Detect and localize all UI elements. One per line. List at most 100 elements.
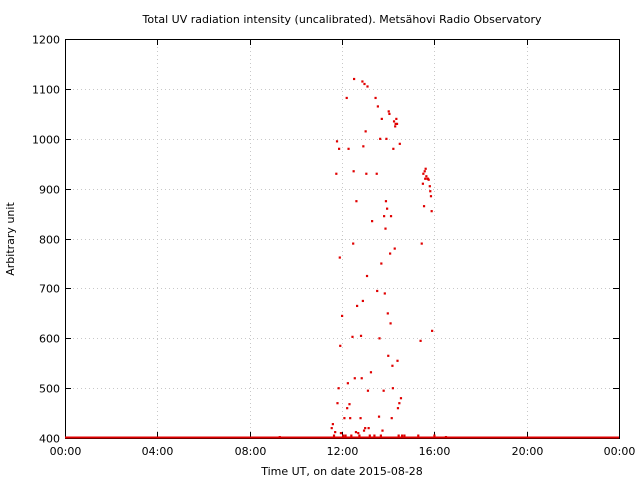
- data-point: [396, 407, 400, 410]
- data-point: [391, 387, 394, 390]
- data-point: [369, 371, 373, 374]
- x-tick-label: 04:00: [142, 445, 174, 458]
- data-point: [359, 334, 363, 337]
- data-point: [343, 417, 346, 420]
- data-point: [393, 247, 396, 250]
- data-point: [364, 130, 367, 133]
- data-point: [378, 337, 381, 340]
- y-tick-label: 1100: [32, 84, 60, 97]
- data-point: [389, 215, 393, 218]
- data-point: [337, 387, 340, 390]
- data-point: [359, 417, 362, 420]
- data-point: [423, 170, 426, 173]
- data-point: [379, 137, 382, 140]
- data-point: [391, 364, 394, 367]
- data-point: [421, 182, 424, 185]
- data-point: [428, 185, 431, 188]
- data-point: [384, 200, 388, 203]
- data-point: [429, 190, 432, 193]
- data-point: [363, 82, 366, 86]
- data-point: [360, 377, 363, 380]
- data-point: [344, 434, 347, 437]
- data-point: [366, 85, 369, 88]
- data-point: [382, 389, 385, 392]
- data-point: [389, 322, 392, 325]
- chart-title: Total UV radiation intensity (uncalibrat…: [142, 13, 542, 26]
- y-tick-label: 500: [39, 383, 60, 396]
- data-point: [362, 145, 365, 148]
- data-point: [397, 434, 400, 437]
- data-point: [364, 427, 367, 430]
- x-tick-label: 16:00: [419, 445, 451, 458]
- data-point: [354, 431, 358, 434]
- data-point: [342, 434, 345, 437]
- data-point: [331, 423, 334, 426]
- data-point: [395, 117, 398, 120]
- data-point: [335, 140, 339, 143]
- x-axis-tick-labels: 00:00 04:00 08:00 12:00 16:00 20:00 00:00: [50, 445, 636, 458]
- y-tick-label: 1200: [32, 34, 60, 47]
- data-point: [422, 172, 425, 175]
- data-point: [374, 96, 377, 100]
- data-point: [398, 142, 401, 145]
- data-point: [335, 172, 338, 175]
- data-point: [345, 96, 348, 100]
- data-point: [365, 172, 368, 175]
- axis-ticks: [65, 39, 620, 439]
- data-point: [390, 417, 393, 420]
- data-point: [388, 112, 391, 116]
- data-point: [341, 314, 344, 318]
- data-point: [336, 402, 339, 405]
- data-point: [351, 335, 354, 338]
- data-point: [395, 122, 399, 125]
- data-point: [385, 137, 388, 140]
- data-point: [330, 427, 333, 430]
- y-tick-label: 400: [39, 433, 60, 446]
- y-tick-label: 1000: [32, 134, 60, 147]
- data-point: [383, 215, 386, 218]
- data-point: [278, 436, 281, 439]
- data-point: [346, 382, 349, 385]
- data-point: [357, 432, 360, 435]
- data-point: [353, 377, 356, 380]
- data-point: [392, 147, 395, 150]
- data-point: [386, 207, 389, 210]
- y-axis-tick-labels: 400 500 600 700 800 900 1000 1100 1200: [32, 34, 60, 446]
- data-point: [356, 304, 359, 308]
- data-point: [420, 242, 423, 245]
- y-tick-label: 900: [39, 184, 60, 197]
- data-point: [394, 122, 397, 125]
- y-tick-label: 700: [39, 283, 60, 296]
- data-point: [348, 403, 351, 406]
- data-point: [376, 289, 379, 293]
- data-point: [387, 110, 390, 113]
- data-point: [366, 389, 370, 392]
- data-point: [429, 195, 433, 198]
- x-tick-label: 08:00: [235, 445, 267, 458]
- data-point: [424, 167, 427, 170]
- y-tick-label: 800: [39, 234, 60, 247]
- data-point: [381, 429, 384, 432]
- data-point: [433, 434, 436, 437]
- data-point: [361, 299, 364, 303]
- data-point: [392, 120, 396, 123]
- data-point: [358, 434, 361, 437]
- data-point: [352, 242, 355, 245]
- data-point: [383, 292, 386, 295]
- data-point: [380, 262, 383, 265]
- data-points: [278, 77, 448, 439]
- x-axis-label: Time UT, on date 2015-08-28: [260, 465, 423, 478]
- data-point: [417, 434, 420, 437]
- data-point: [355, 200, 358, 203]
- data-point: [338, 256, 341, 259]
- data-point: [373, 434, 376, 437]
- x-tick-label: 00:00: [604, 445, 636, 458]
- data-point: [387, 354, 390, 357]
- data-point: [427, 178, 430, 181]
- data-point: [431, 329, 434, 332]
- data-point: [384, 227, 387, 230]
- data-point: [332, 434, 336, 437]
- y-axis-label: Arbitrary unit: [4, 202, 17, 276]
- data-point: [339, 344, 342, 347]
